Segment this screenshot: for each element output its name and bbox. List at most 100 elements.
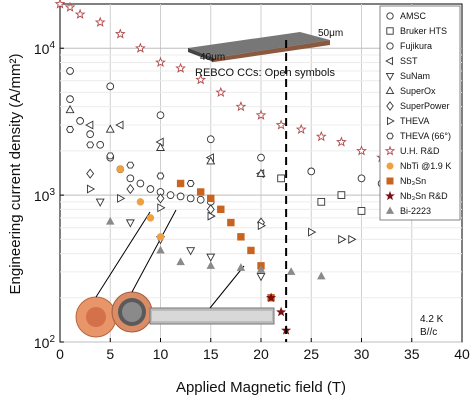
legend-marker (384, 145, 396, 156)
legend-marker (386, 42, 394, 50)
point-nbti-1-9-k (116, 165, 125, 173)
point-bi-2223 (106, 216, 115, 225)
point-u-h-r-d (255, 109, 267, 120)
point-amsc (186, 194, 195, 203)
point-bruker-hts (277, 174, 285, 183)
point-nb-sn (197, 188, 205, 196)
y-tick-label: 103 (34, 187, 56, 204)
point-theva-66 (66, 126, 75, 133)
point-sst (155, 137, 164, 147)
point-bi-2223 (317, 271, 326, 280)
legend-label: THEVA (66°) (400, 131, 451, 141)
point-amsc (166, 191, 175, 199)
point-bi-2223 (256, 265, 266, 273)
point-fujikura (257, 153, 265, 162)
point-bi-2223 (236, 263, 246, 271)
point-theva (117, 193, 126, 203)
point-sst (85, 120, 94, 130)
point-u-h-r-d (235, 101, 247, 112)
legend-marker (386, 12, 394, 20)
legend-marker (386, 177, 394, 185)
point-amsc (86, 130, 95, 139)
y-tick-label: 102 (34, 334, 56, 351)
point-nb-sn (207, 194, 215, 203)
point-bi-2223 (206, 261, 215, 269)
y-axis-label: Engineering current density (A/mm²) (7, 54, 24, 295)
point-u-h-r-d (114, 28, 126, 39)
legend-label: SuNam (400, 71, 430, 81)
x-tick-label: 40 (454, 346, 470, 362)
point-fujikura (206, 135, 215, 144)
point-theva-66 (156, 172, 165, 180)
point-u-h-r-d (356, 145, 367, 156)
point-theva (257, 221, 267, 231)
point-bruker-hts (337, 191, 346, 199)
x-tick-label: 0 (56, 346, 64, 362)
point-amsc (76, 117, 84, 125)
point-superox (65, 104, 75, 114)
legend-marker (386, 27, 394, 35)
point-fujikura (307, 167, 316, 176)
legend-marker (385, 72, 395, 81)
point-nb-sn (217, 205, 225, 214)
point-bruker-hts (317, 197, 326, 206)
legend-marker (385, 86, 395, 95)
point-sst (115, 120, 124, 130)
point-u-h-r-d (54, 0, 66, 9)
point-theva (348, 234, 357, 244)
point-u-h-r-d (94, 16, 106, 27)
legend-label: U.H. R&D (400, 146, 440, 156)
point-amsc (66, 95, 74, 104)
point-nb-sn (176, 179, 185, 188)
bi2223-tape-inset (149, 307, 275, 325)
point-sunam (256, 273, 266, 282)
svg-text:50μm: 50μm (318, 28, 343, 39)
point-amsc (176, 192, 185, 201)
legend: AMSC Bruker HTS Fujikura SST SuNam SuperOx Sup… (379, 5, 461, 221)
point-u-h-r-d (275, 119, 287, 130)
legend-label: Bruker HTS (400, 26, 447, 36)
point-superpower (156, 193, 165, 204)
point-u-h-r-d (315, 130, 327, 142)
rebco-note: REBCO CCs: Open symbols (195, 67, 335, 79)
x-tick-label: 25 (303, 346, 319, 362)
legend-label: Nb₃Sn R&D (400, 191, 448, 201)
point-superox (256, 168, 266, 177)
x-tick-label: 15 (203, 346, 219, 362)
point-u-h-r-d (64, 1, 76, 12)
svg-text:40μm: 40μm (200, 52, 225, 63)
point-u-h-r-d (336, 136, 347, 147)
point-bi-2223 (286, 267, 296, 275)
tape-inset: 40μm 50μm (188, 28, 343, 63)
point-nb-sn-r-d (265, 292, 277, 303)
point-nb-sn (237, 233, 245, 241)
point-fujikura (66, 67, 74, 75)
point-theva-66 (106, 152, 115, 160)
temperature-note: 4.2 K (420, 314, 444, 325)
point-nbti-1-9-k (156, 233, 165, 241)
point-u-h-r-d (195, 74, 207, 85)
point-theva-66 (126, 161, 135, 169)
legend-label: Nb₃Sn (400, 176, 426, 186)
point-amsc (196, 195, 205, 204)
legend-label: SST (400, 56, 418, 66)
point-u-h-r-d (135, 42, 146, 53)
point-u-h-r-d (175, 62, 186, 73)
point-sunam (95, 198, 105, 207)
legend-marker (386, 132, 394, 140)
y-tick-label: 104 (34, 40, 56, 57)
legend-marker (386, 162, 394, 170)
legend-marker (386, 101, 394, 111)
point-nbti-1-9-k (136, 198, 145, 206)
x-axis-label: Applied Magnetic field (T) (176, 379, 346, 396)
point-superpower (86, 168, 95, 179)
point-superox (155, 142, 166, 151)
point-u-h-r-d (295, 123, 307, 135)
legend-label: AMSC (400, 11, 427, 21)
point-bi-2223 (176, 257, 185, 266)
point-nb-sn (227, 218, 235, 227)
legend-label: Bi-2223 (400, 206, 431, 216)
point-amsc (126, 174, 135, 183)
point-bruker-hts (357, 207, 366, 215)
